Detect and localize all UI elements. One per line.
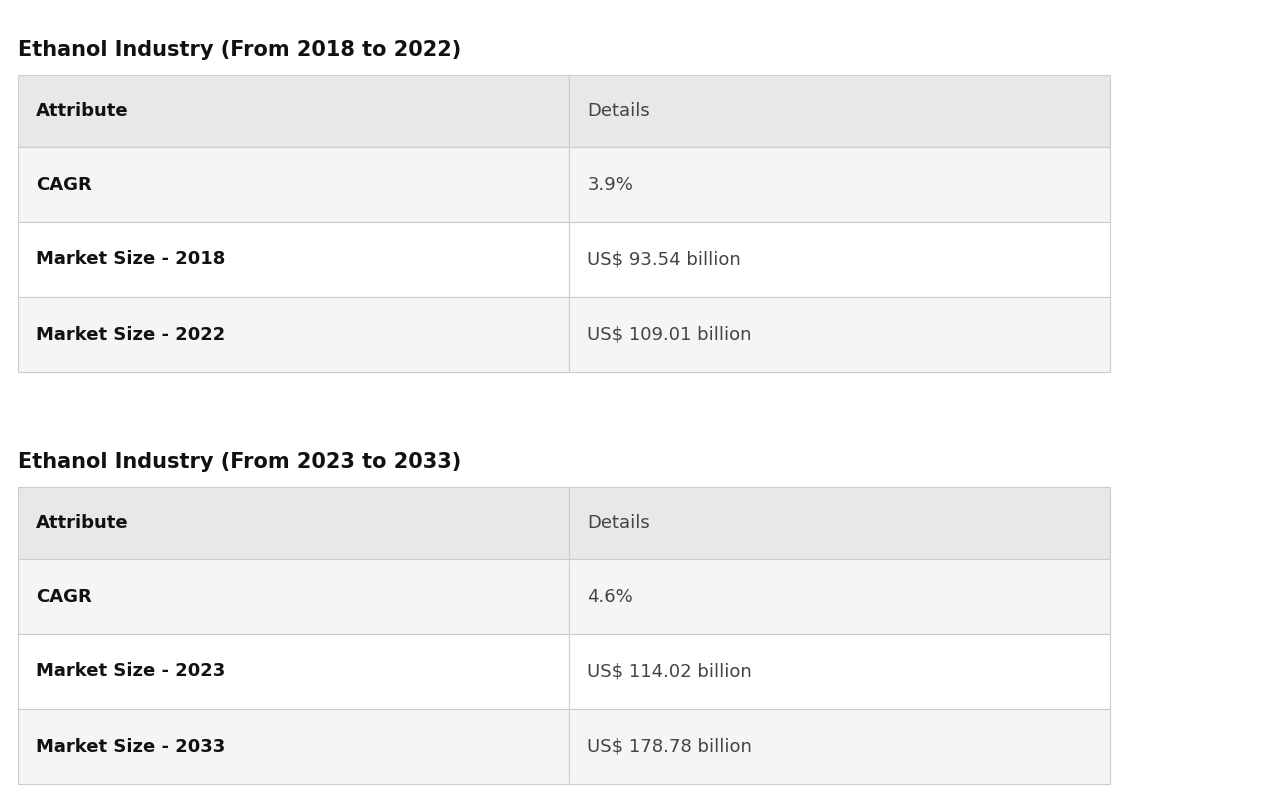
Bar xyxy=(18,147,570,222)
Text: Market Size - 2033: Market Size - 2033 xyxy=(36,738,225,756)
Bar xyxy=(18,297,570,372)
Text: Details: Details xyxy=(588,102,650,120)
Bar xyxy=(18,75,570,147)
Bar xyxy=(570,487,1110,559)
Text: Market Size - 2023: Market Size - 2023 xyxy=(36,663,225,680)
Bar xyxy=(570,147,1110,222)
Text: US$ 109.01 billion: US$ 109.01 billion xyxy=(588,326,751,343)
Text: 3.9%: 3.9% xyxy=(588,175,634,193)
Text: 4.6%: 4.6% xyxy=(588,588,634,605)
Text: Attribute: Attribute xyxy=(36,514,128,532)
Text: Details: Details xyxy=(588,514,650,532)
Bar xyxy=(570,709,1110,784)
Bar xyxy=(570,75,1110,147)
Text: Market Size - 2018: Market Size - 2018 xyxy=(36,250,225,268)
Bar xyxy=(18,559,570,634)
Bar xyxy=(570,559,1110,634)
Text: US$ 93.54 billion: US$ 93.54 billion xyxy=(588,250,741,268)
Bar xyxy=(570,634,1110,709)
Bar xyxy=(570,297,1110,372)
Text: Ethanol Industry (From 2023 to 2033): Ethanol Industry (From 2023 to 2033) xyxy=(18,452,461,472)
Text: CAGR: CAGR xyxy=(36,175,92,193)
Text: US$ 114.02 billion: US$ 114.02 billion xyxy=(588,663,753,680)
Bar xyxy=(18,709,570,784)
Text: CAGR: CAGR xyxy=(36,588,92,605)
Bar xyxy=(18,222,570,297)
Bar xyxy=(18,634,570,709)
Text: Market Size - 2022: Market Size - 2022 xyxy=(36,326,225,343)
Text: Ethanol Industry (From 2018 to 2022): Ethanol Industry (From 2018 to 2022) xyxy=(18,40,461,60)
Text: Attribute: Attribute xyxy=(36,102,128,120)
Text: US$ 178.78 billion: US$ 178.78 billion xyxy=(588,738,753,756)
Bar xyxy=(18,487,570,559)
Bar xyxy=(570,222,1110,297)
